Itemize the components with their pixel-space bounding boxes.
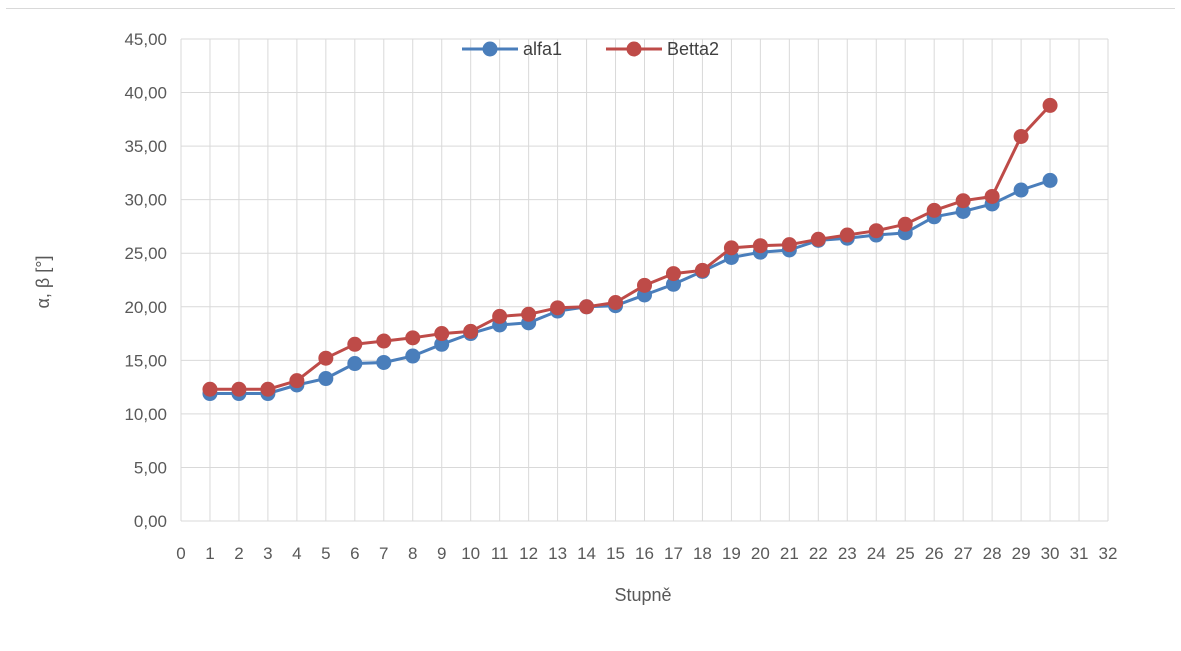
grid	[180, 38, 1109, 522]
x-tick-label: 11	[491, 544, 509, 563]
y-tick-label: 5,00	[134, 458, 167, 477]
x-tick-label: 28	[983, 544, 1002, 563]
data-point-betta2	[1042, 97, 1058, 113]
legend-label-alfa1: alfa1	[523, 39, 562, 59]
x-tick-label: 15	[606, 544, 625, 563]
data-point-alfa1	[376, 354, 392, 370]
data-point-betta2	[723, 240, 739, 256]
data-point-betta2	[1013, 128, 1029, 144]
data-point-betta2	[752, 238, 768, 254]
data-point-alfa1	[1042, 172, 1058, 188]
x-tick-label: 14	[577, 544, 596, 563]
y-tick-label: 15,00	[124, 351, 167, 370]
x-tick-label: 22	[809, 544, 828, 563]
legend-marker-betta2	[626, 41, 642, 57]
legend-marker-alfa1	[482, 41, 498, 57]
x-tick-label: 19	[722, 544, 741, 563]
x-tick-label: 25	[896, 544, 915, 563]
x-tick-label: 20	[751, 544, 770, 563]
data-point-betta2	[347, 336, 363, 352]
data-point-betta2	[231, 381, 247, 397]
data-point-betta2	[550, 300, 566, 316]
data-point-alfa1	[405, 348, 421, 364]
data-point-betta2	[289, 373, 305, 389]
data-point-betta2	[637, 277, 652, 293]
x-tick-label: 0	[176, 544, 185, 563]
data-point-betta2	[579, 299, 595, 315]
x-tick-label: 4	[292, 544, 301, 563]
x-axis-title: Stupně	[614, 585, 671, 605]
data-point-betta2	[492, 308, 508, 324]
x-tick-label: 30	[1041, 544, 1060, 563]
x-tick-label: 26	[925, 544, 944, 563]
data-point-betta2	[260, 381, 276, 397]
x-tick-label: 12	[519, 544, 538, 563]
y-tick-label: 45,00	[124, 30, 167, 49]
x-tick-label: 24	[867, 544, 886, 563]
series-lines	[202, 97, 1058, 402]
data-point-alfa1	[347, 356, 363, 372]
data-point-betta2	[202, 381, 218, 397]
y-tick-label: 35,00	[124, 137, 167, 156]
y-tick-label: 25,00	[124, 244, 167, 263]
x-tick-label: 18	[693, 544, 712, 563]
data-point-alfa1	[665, 276, 681, 292]
x-tick-label: 5	[321, 544, 330, 563]
x-tick-label: 10	[461, 544, 480, 563]
data-point-betta2	[521, 306, 537, 322]
x-tick-label: 21	[780, 544, 799, 563]
x-tick-label: 3	[263, 544, 272, 563]
series-line-alfa1	[210, 178, 1051, 395]
x-tick-label: 13	[548, 544, 567, 563]
y-tick-label: 10,00	[124, 405, 167, 424]
data-point-betta2	[810, 231, 826, 247]
top-divider	[6, 8, 1175, 9]
data-point-betta2	[405, 330, 421, 346]
y-tick-label: 40,00	[124, 84, 167, 103]
data-point-betta2	[463, 323, 479, 339]
x-tick-label: 8	[408, 544, 417, 563]
x-tick-label: 9	[437, 544, 446, 563]
x-tick-label: 17	[664, 544, 683, 563]
series-line-betta2	[210, 104, 1052, 391]
legend-label-betta2: Betta2	[667, 39, 719, 59]
data-point-betta2	[897, 216, 913, 232]
y-tick-label: 20,00	[124, 298, 167, 317]
x-tick-label: 7	[379, 544, 388, 563]
data-point-betta2	[694, 262, 710, 278]
data-point-alfa1	[434, 336, 450, 352]
data-point-alfa1	[1013, 182, 1029, 198]
x-tick-label: 2	[234, 544, 243, 563]
legend: alfa1 Betta2	[462, 39, 719, 59]
x-tick-label: 29	[1012, 544, 1031, 563]
x-tick-label: 16	[635, 544, 654, 563]
data-point-betta2	[608, 294, 624, 310]
x-axis-tick-labels: 0 1 2 3 4 5 6 7 8 9 10 11 12 13 14 15 16 17 18 19 20 21 22 23 24…	[176, 544, 1117, 563]
y-tick-label: 0,00	[134, 512, 167, 531]
data-point-betta2	[984, 188, 1000, 204]
x-tick-label: 1	[205, 544, 214, 563]
data-point-betta2	[955, 193, 971, 209]
data-point-betta2	[781, 237, 797, 253]
data-point-betta2	[868, 223, 884, 239]
y-axis-tick-labels: 0,00 5,00 10,00 15,00 20,00 25,00 30,00 35,00 40…	[124, 30, 167, 531]
x-tick-label: 32	[1099, 544, 1118, 563]
x-tick-label: 27	[954, 544, 973, 563]
x-tick-label: 6	[350, 544, 359, 563]
y-axis-title: α, β [°]	[33, 256, 53, 309]
data-point-alfa1	[955, 203, 971, 219]
data-point-betta2	[926, 202, 942, 218]
data-point-betta2	[839, 227, 855, 243]
data-point-betta2	[318, 350, 334, 366]
data-point-betta2	[665, 266, 681, 282]
y-tick-label: 30,00	[124, 191, 167, 210]
x-tick-label: 31	[1070, 544, 1089, 563]
x-tick-label: 23	[838, 544, 857, 563]
data-point-alfa1	[318, 371, 334, 387]
data-point-betta2	[376, 333, 392, 349]
data-point-betta2	[434, 326, 450, 342]
